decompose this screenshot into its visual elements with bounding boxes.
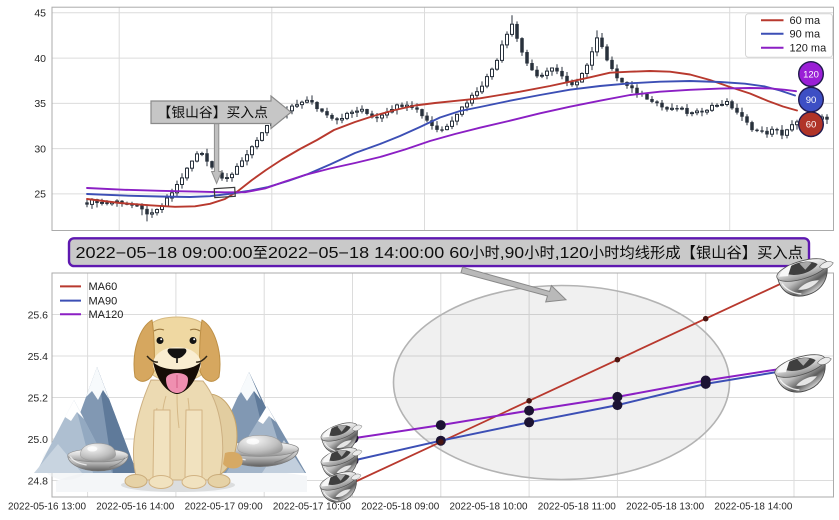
svg-text:25: 25 xyxy=(34,189,46,201)
svg-text:35: 35 xyxy=(34,98,46,110)
svg-text:2022-05-17 09:00: 2022-05-17 09:00 xyxy=(185,502,263,513)
svg-text:90 ma: 90 ma xyxy=(790,29,821,41)
svg-text:2022−05−18 09:00:00: 2022−05−18 09:00:00 xyxy=(76,245,253,262)
svg-text:40: 40 xyxy=(34,53,46,65)
svg-text:30: 30 xyxy=(34,143,46,155)
svg-text:MA90: MA90 xyxy=(89,295,118,307)
svg-text:25.6: 25.6 xyxy=(28,309,49,321)
svg-text:120: 120 xyxy=(803,69,819,80)
svg-text:24.8: 24.8 xyxy=(28,475,49,487)
svg-text:2022−05−18 14:00:00 60: 2022−05−18 14:00:00 60 xyxy=(268,245,469,262)
svg-text:25.4: 25.4 xyxy=(28,351,49,363)
svg-text:2022-05-18 14:00: 2022-05-18 14:00 xyxy=(714,502,792,513)
svg-text:2022-05-18 13:00: 2022-05-18 13:00 xyxy=(626,502,704,513)
svg-text:120 ma: 120 ma xyxy=(790,42,828,54)
svg-text:90: 90 xyxy=(806,95,817,106)
svg-text:,90: ,90 xyxy=(500,245,524,262)
svg-text:MA120: MA120 xyxy=(89,309,124,321)
svg-text:MA60: MA60 xyxy=(89,281,118,293)
svg-text:2022-05-16 14:00: 2022-05-16 14:00 xyxy=(96,502,174,513)
svg-text:60 ma: 60 ma xyxy=(790,15,821,27)
svg-text:2022-05-16 13:00: 2022-05-16 13:00 xyxy=(8,502,86,513)
svg-text:2022-05-18 09:00: 2022-05-18 09:00 xyxy=(361,502,439,513)
svg-text:25.2: 25.2 xyxy=(28,392,49,404)
svg-text:45: 45 xyxy=(34,8,46,20)
svg-text:2022-05-18 10:00: 2022-05-18 10:00 xyxy=(450,502,528,513)
svg-text:60: 60 xyxy=(806,120,817,131)
svg-text:2022-05-18 11:00: 2022-05-18 11:00 xyxy=(538,502,616,513)
svg-text:25.0: 25.0 xyxy=(28,434,49,446)
svg-text:2022-05-17 10:00: 2022-05-17 10:00 xyxy=(273,502,351,513)
svg-text:,120: ,120 xyxy=(555,245,589,262)
